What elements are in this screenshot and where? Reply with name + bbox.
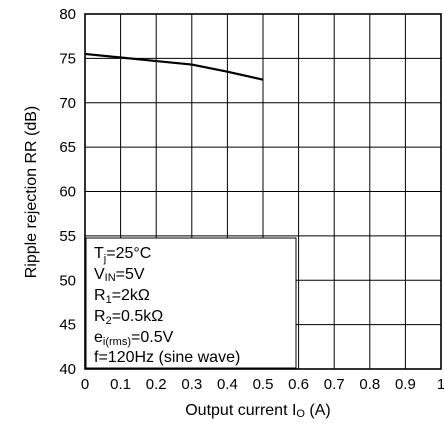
x-tick-label: 0.9 bbox=[395, 376, 416, 393]
y-tick-label: 70 bbox=[59, 95, 76, 112]
condition-r1: R1=2kΩ bbox=[94, 287, 150, 306]
y-tick-labels: 40 45 50 55 60 65 70 75 80 bbox=[59, 6, 76, 378]
conditions-box: Tj=25°C VIN=5V R1=2kΩ R2=0.5kΩ ei(rms)=0… bbox=[85, 237, 297, 369]
y-tick-label: 60 bbox=[59, 184, 76, 201]
y-tick-label: 50 bbox=[59, 272, 76, 289]
y-axis-title: Ripple rejection RR (dB) bbox=[23, 106, 40, 279]
x-tick-label: 0.8 bbox=[359, 376, 380, 393]
y-tick-label: 75 bbox=[59, 50, 76, 67]
x-tick-label: 0.6 bbox=[288, 376, 309, 393]
y-tick-label: 80 bbox=[59, 6, 76, 23]
plot-frame bbox=[84, 13, 442, 370]
condition-vin: VIN=5V bbox=[94, 266, 145, 284]
x-tick-label: 0.2 bbox=[146, 376, 167, 393]
x-tick-label: 0.3 bbox=[181, 376, 202, 393]
condition-r2: R2=0.5kΩ bbox=[94, 308, 163, 327]
series-layer bbox=[84, 52, 264, 81]
y-tick-label: 65 bbox=[59, 139, 76, 156]
x-tick-label: 1 bbox=[437, 376, 444, 393]
x-tick-label: 0.7 bbox=[324, 376, 345, 393]
y-tick-label: 40 bbox=[59, 361, 76, 378]
condition-tj: Tj=25°C bbox=[94, 245, 151, 265]
condition-frequency: f=120Hz (sine wave) bbox=[94, 349, 240, 366]
x-tick-labels: 0 0.1 0.2 0.3 0.4 0.5 0.6 0.7 0.8 0.9 1 bbox=[81, 376, 444, 393]
condition-ei: ei(rms)=0.5V bbox=[94, 329, 174, 348]
conditions-box-frame bbox=[85, 237, 297, 369]
x-axis-title: Output current IO (A) bbox=[185, 402, 331, 420]
x-tick-label: 0.5 bbox=[253, 376, 274, 393]
y-tick-label: 55 bbox=[59, 228, 76, 245]
y-tick-label: 45 bbox=[59, 317, 76, 334]
x-tick-label: 0 bbox=[81, 376, 89, 393]
x-tick-label: 0.4 bbox=[217, 376, 238, 393]
ripple-rejection-line bbox=[84, 52, 264, 81]
x-tick-label: 0.1 bbox=[110, 376, 131, 393]
